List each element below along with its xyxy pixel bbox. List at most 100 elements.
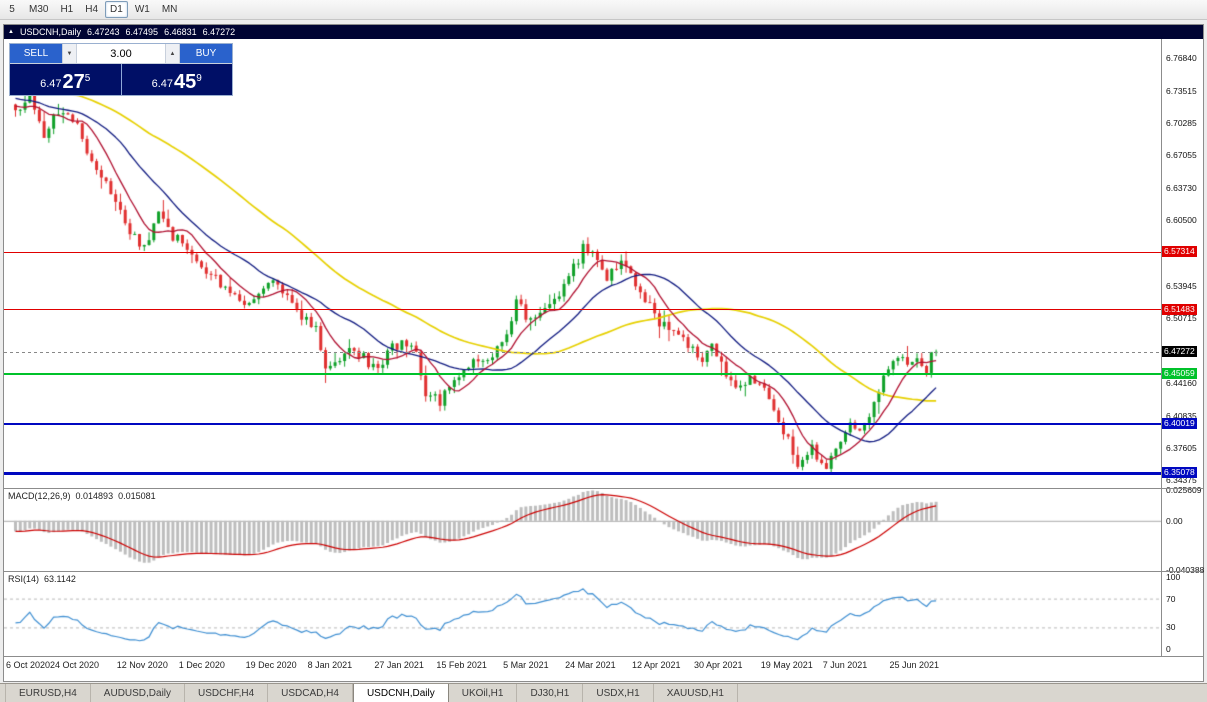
buy-price-big: 45 xyxy=(174,71,197,93)
chart-tab-UKOil-H1[interactable]: UKOil,H1 xyxy=(449,684,518,702)
rsi-axis-label: 70 xyxy=(1166,593,1176,604)
date-axis-label: 24 Oct 2020 xyxy=(50,660,100,670)
rsi-indicator-canvas[interactable] xyxy=(4,571,1161,656)
date-axis-label: 8 Jan 2021 xyxy=(307,660,353,670)
chart-tab-USDCNH-Daily[interactable]: USDCNH,Daily xyxy=(352,684,449,702)
price-axis-label: 6.53945 xyxy=(1166,280,1197,291)
price-axis-label: 6.60500 xyxy=(1166,215,1197,226)
date-axis-label: 19 May 2021 xyxy=(760,660,813,670)
chart-tab-USDCHF-H4[interactable]: USDCHF,H4 xyxy=(185,684,269,702)
date-axis-label: 1 Dec 2020 xyxy=(178,660,225,670)
timeframe-button-H4[interactable]: H4 xyxy=(85,4,99,15)
lot-decrease-button[interactable]: ▼ xyxy=(62,44,77,63)
date-axis-label: 19 Dec 2020 xyxy=(245,660,297,670)
current-price-badge: 6.47272 xyxy=(1162,345,1197,357)
timeframe-button-M30[interactable]: M30 xyxy=(29,4,49,15)
sell-price-prefix: 6.47 xyxy=(40,78,62,90)
price-axis-label: 6.34375 xyxy=(1166,474,1197,485)
macd-label: MACD(12,26,9) 0.014893 0.015081 xyxy=(8,491,156,501)
timeframe-button-H1[interactable]: H1 xyxy=(60,4,74,15)
sell-price-display[interactable]: 6.47 27 5 xyxy=(10,64,121,95)
chart-quote-bar: ▲ USDCNH,Daily 6.47243 6.47495 6.46831 6… xyxy=(4,25,1203,39)
macd-axis-label: -0.040388 xyxy=(1166,564,1205,575)
macd-axis-label: 0.00 xyxy=(1166,515,1183,526)
price-axis-label: 6.67055 xyxy=(1166,150,1197,161)
horizontal-level-line[interactable] xyxy=(4,251,1161,253)
timeframe-button-D1[interactable]: D1 xyxy=(105,1,128,18)
sell-price-sup: 5 xyxy=(84,73,91,84)
timeframe-button-W1[interactable]: W1 xyxy=(134,4,150,15)
level-price-badge: 6.40019 xyxy=(1162,417,1197,429)
macd-panel xyxy=(4,488,1161,571)
date-axis-label: 15 Feb 2021 xyxy=(436,660,487,670)
chart-tab-EURUSD-H4[interactable]: EURUSD,H4 xyxy=(5,684,91,702)
date-axis-label: 24 Mar 2021 xyxy=(565,660,616,670)
timeframe-button-MN[interactable]: MN xyxy=(161,4,178,15)
quote-high: 6.47495 xyxy=(125,27,159,37)
panel-separator[interactable] xyxy=(4,571,1203,572)
level-price-badge: 6.57314 xyxy=(1162,246,1197,258)
price-axis-label: 6.76840 xyxy=(1166,52,1197,63)
price-axis-label: 6.73515 xyxy=(1166,86,1197,97)
timeframe-toolbar: 5 M30 H1 H4 D1 W1 MN xyxy=(0,0,1207,20)
date-axis-label: 12 Nov 2020 xyxy=(116,660,168,670)
quote-open: 6.47243 xyxy=(86,27,120,37)
buy-price-prefix: 6.47 xyxy=(151,78,174,90)
horizontal-level-line[interactable] xyxy=(4,422,1161,425)
horizontal-level-line[interactable] xyxy=(4,471,1161,475)
level-price-badge: 6.51483 xyxy=(1162,303,1197,315)
lot-increase-button[interactable]: ▲ xyxy=(165,44,180,63)
panel-separator xyxy=(4,656,1203,657)
date-axis-label: 30 Apr 2021 xyxy=(693,660,743,670)
sell-button[interactable]: SELL xyxy=(10,44,62,63)
rsi-axis-label: 100 xyxy=(1166,572,1181,582)
horizontal-level-line[interactable] xyxy=(4,372,1161,375)
macd-axis-label: 0.025609 xyxy=(1166,484,1202,495)
quote-low: 6.46831 xyxy=(164,27,197,37)
date-axis[interactable]: 6 Oct 2020 24 Oct 2020 12 Nov 2020 1 Dec 20… xyxy=(4,656,1203,681)
current-price-line xyxy=(4,351,1161,353)
symbol-marker-icon: ▲ xyxy=(8,29,14,35)
chart-tab-AUDUSD-Daily[interactable]: AUDUSD,Daily xyxy=(91,684,186,702)
price-chart-canvas[interactable] xyxy=(4,39,1161,488)
level-price-badge: 6.45059 xyxy=(1162,367,1197,379)
price-axis-label: 6.37605 xyxy=(1166,442,1197,453)
chart-window: ▲ USDCNH,Daily 6.47243 6.47495 6.46831 6… xyxy=(3,24,1204,682)
macd-indicator-canvas[interactable] xyxy=(4,488,1161,571)
price-axis-label: 6.63730 xyxy=(1166,183,1197,194)
price-axis[interactable]: 6.76840 6.73515 6.70285 6.67055 6.63730 6.605… xyxy=(1161,39,1205,656)
panel-separator[interactable] xyxy=(4,488,1203,489)
chart-tab-bar: EURUSD,H4 AUDUSD,Daily USDCHF,H4 USDCAD,H4 U… xyxy=(0,683,1207,702)
rsi-axis-label: 0 xyxy=(1166,644,1171,654)
date-axis-label: 12 Apr 2021 xyxy=(631,660,681,670)
buy-button[interactable]: BUY xyxy=(180,44,232,63)
sell-price-big: 27 xyxy=(62,71,85,93)
quote-close: 6.47272 xyxy=(202,27,236,37)
main-plot xyxy=(4,39,1161,488)
price-axis-label: 6.50715 xyxy=(1166,312,1197,323)
rsi-panel xyxy=(4,571,1161,656)
chart-tab-XAUUSD-H1[interactable]: XAUUSD,H1 xyxy=(654,684,738,702)
date-axis-label: 25 Jun 2021 xyxy=(889,660,940,670)
chart-tab-DJ30-H1[interactable]: DJ30,H1 xyxy=(517,684,584,702)
timeframe-button-5[interactable]: 5 xyxy=(9,4,15,15)
rsi-axis-label: 30 xyxy=(1166,622,1176,633)
date-axis-label: 6 Oct 2020 xyxy=(6,660,51,670)
chart-symbol-label: USDCNH,Daily xyxy=(19,27,81,37)
chart-tab-USDCAD-H4[interactable]: USDCAD,H4 xyxy=(268,684,353,702)
date-axis-label: 27 Jan 2021 xyxy=(374,660,424,670)
level-price-badge: 6.35078 xyxy=(1162,467,1197,478)
buy-price-sup: 9 xyxy=(196,73,202,84)
lot-size-input[interactable]: 3.00 xyxy=(77,44,165,63)
price-axis-label: 6.44160 xyxy=(1166,377,1197,388)
date-axis-label: 7 Jun 2021 xyxy=(822,660,868,670)
one-click-trading-panel: SELL ▼ 3.00 ▲ BUY 6.47 27 5 6.47 45 9 xyxy=(9,43,233,96)
price-axis-label: 6.70285 xyxy=(1166,118,1197,129)
buy-price-display[interactable]: 6.47 45 9 xyxy=(121,64,232,95)
axis-separator xyxy=(1161,39,1162,656)
rsi-label: RSI(14) 63.1142 xyxy=(8,574,76,584)
price-axis-label: 6.40835 xyxy=(1166,410,1197,421)
horizontal-level-line[interactable] xyxy=(4,309,1161,311)
chart-tab-USDX-H1[interactable]: USDX,H1 xyxy=(583,684,654,702)
